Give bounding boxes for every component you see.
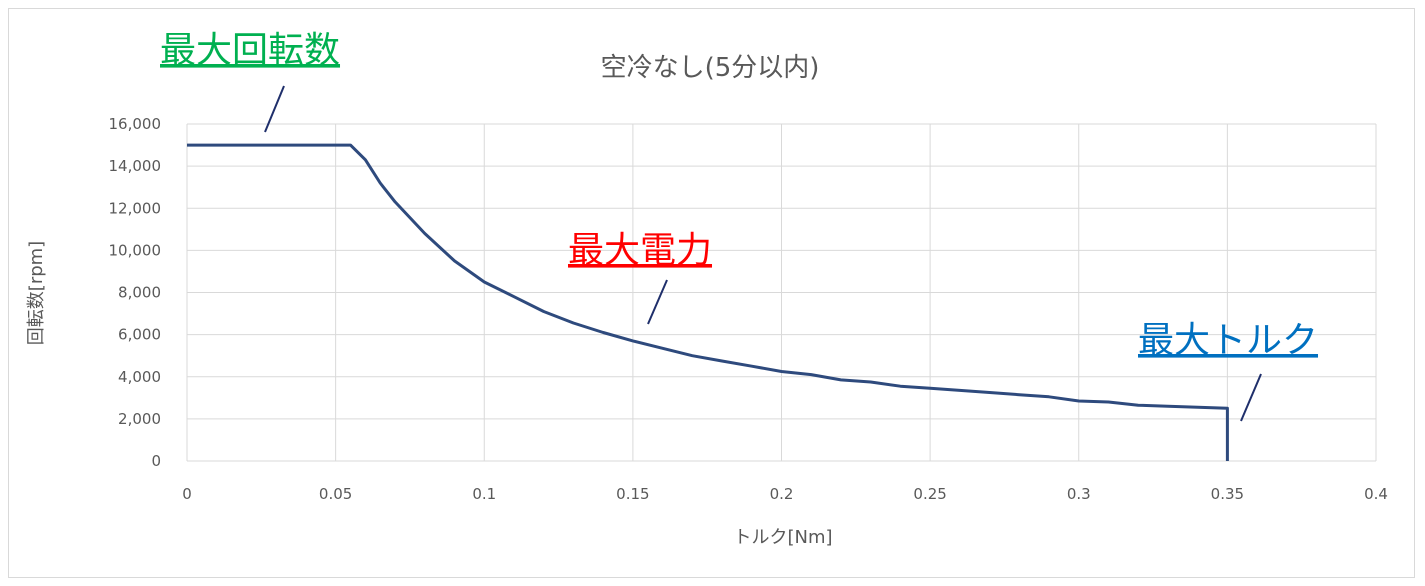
- y-tick-label: 2,000: [118, 410, 161, 428]
- annotation-max-torque-leader: [1240, 373, 1262, 422]
- x-tick-label: 0.1: [472, 485, 496, 503]
- x-tick-label: 0: [182, 485, 192, 503]
- x-axis-label: トルク[Nm]: [733, 527, 832, 548]
- annotation-max-speed: 最大回転数: [160, 30, 340, 71]
- grid-lines: [186, 123, 1377, 462]
- x-tick-label: 0.3: [1067, 485, 1091, 503]
- annotation-max-power-leader: [647, 279, 668, 325]
- series-line: [187, 143, 1229, 461]
- x-axis-ticks: 0 0.05 0.1 0.15 0.2 0.25 0.3 0.35 0.4: [182, 485, 1388, 503]
- y-tick-label: 16,000: [109, 115, 162, 133]
- x-tick-label: 0.2: [770, 485, 794, 503]
- y-axis-label: 回転数[rpm]: [26, 241, 47, 345]
- y-tick-label: 8,000: [118, 284, 161, 302]
- y-axis-ticks: 0 2,000 4,000 6,000 8,000 10,000 12,000 14,000 1…: [109, 115, 162, 470]
- annotation-max-torque: 最大トルク: [1138, 320, 1318, 361]
- x-tick-label: 0.35: [1211, 485, 1244, 503]
- y-tick-label: 6,000: [118, 326, 161, 344]
- y-tick-label: 4,000: [118, 368, 161, 386]
- y-tick-label: 12,000: [109, 199, 162, 217]
- chart-title: 空冷なし(5分以内): [601, 53, 820, 83]
- annotation-max-power: 最大電力: [568, 230, 712, 271]
- x-tick-label: 0.15: [616, 485, 649, 503]
- x-tick-label: 0.25: [913, 485, 946, 503]
- annotation-max-speed-leader: [264, 85, 285, 133]
- x-tick-label: 0.05: [319, 485, 352, 503]
- y-tick-label: 10,000: [109, 241, 162, 259]
- x-tick-label: 0.4: [1364, 485, 1388, 503]
- y-tick-label: 0: [151, 452, 161, 470]
- y-tick-label: 14,000: [109, 157, 162, 175]
